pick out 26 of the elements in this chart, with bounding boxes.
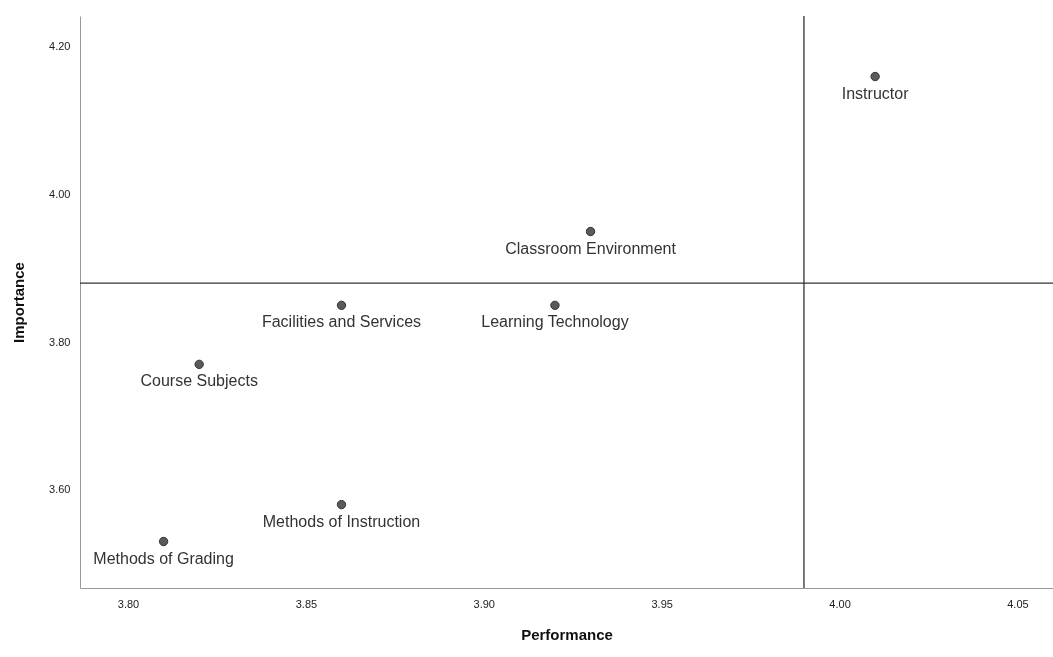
annotation: Course Subjects (140, 372, 258, 390)
x-tick-label: 4.00 (829, 597, 851, 610)
y-tick-label: 4.20 (49, 40, 71, 53)
point (158, 536, 169, 547)
point (870, 71, 880, 82)
annotation: Classroom Environment (505, 239, 677, 257)
annotation: Facilities and Services (261, 313, 422, 331)
point (336, 300, 347, 310)
y-axis-title: Importance (10, 262, 28, 343)
x-tick-label: 3.90 (473, 597, 495, 610)
x-axis-title: Performance (521, 625, 613, 643)
x-tick-label: 3.80 (117, 597, 140, 610)
point (194, 359, 204, 370)
y-tick-label: 3.60 (49, 483, 71, 496)
y-tick-label: 3.80 (49, 335, 71, 348)
x-tick-label: 3.95 (651, 597, 673, 610)
annotation: Methods of Instruction (262, 512, 421, 530)
annotation: Learning Technology (481, 313, 629, 331)
point (550, 300, 560, 310)
x-tick-label: 3.85 (295, 597, 318, 610)
x-tick-label: 4.05 (1007, 597, 1029, 610)
point (585, 226, 596, 237)
annotation: Methods of Grading (93, 549, 234, 567)
annotation: Instructor (841, 84, 910, 102)
point (336, 499, 347, 510)
y-tick-label: 4.00 (49, 188, 71, 201)
